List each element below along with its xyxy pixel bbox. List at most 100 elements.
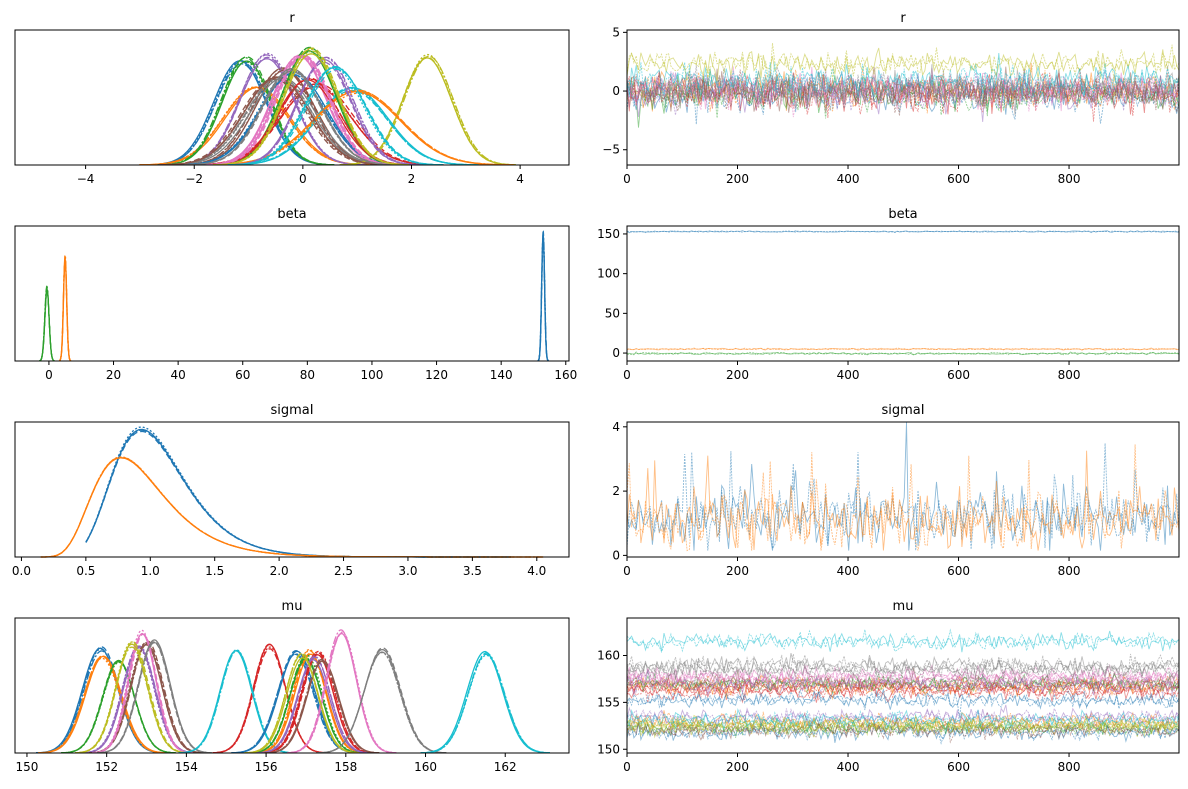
mu-kde-series-mu[4] [81, 646, 196, 754]
sigmaI-kde-xtick-label: 3.5 [463, 564, 482, 578]
r-trace-series-r[9] [626, 53, 1180, 99]
sigmaI-kde-series-sigmaI[1] [40, 456, 544, 558]
beta-kde-series-beta[1] [58, 258, 72, 362]
mu-trace-series-mu[8] [626, 712, 1180, 736]
panel-title-mu-kde: mu [282, 599, 303, 614]
r-trace-series-r[8] [626, 47, 1180, 82]
r-kde-series-r[1] [139, 86, 374, 166]
panel-r-kde: r −4 −2 0 2 4 [14, 11, 570, 186]
mu-trace-xtick-label: 200 [726, 760, 749, 774]
mu-trace-ytick-label: 160 [597, 649, 620, 663]
panel-title-sigmaI-kde: sigmaI [270, 403, 313, 418]
sigmaI-kde-series-sigmaI[0] [85, 429, 511, 558]
r-kde-xtick-label: −2 [185, 172, 203, 186]
mu-trace-series-mu[16] [626, 666, 1180, 689]
sigmaI-trace-marks [626, 421, 1180, 552]
mu-trace-series-mu[9] [626, 630, 1180, 653]
beta-kde-series-beta[0] [537, 233, 549, 362]
r-kde-ticks: −4 −2 0 2 4 [77, 165, 524, 186]
panel-title-mu-trace: mu [893, 599, 914, 614]
beta-kde-series-beta[1] [58, 256, 72, 362]
mu-kde-xtick-label: 158 [334, 760, 357, 774]
panel-title-beta-kde: beta [277, 207, 306, 222]
beta-kde-series-beta[0] [537, 238, 549, 362]
r-kde-series-r[14] [226, 56, 423, 166]
sigmaI-trace-series-sigmaI[0] [626, 443, 1180, 551]
mu-kde-series-mu[19] [420, 652, 550, 754]
beta-trace-xtick-label: 600 [947, 368, 970, 382]
mu-kde-series-mu[1] [38, 655, 168, 754]
sigmaI-trace-ticks: 0 200 400 600 800 0 2 4 [612, 420, 1080, 578]
beta-kde-xtick-label: 140 [490, 368, 513, 382]
sigmaI-trace-ytick-label: 0 [612, 548, 620, 562]
r-kde-xtick-label: −4 [77, 172, 95, 186]
mu-kde-series-mu[1] [38, 657, 168, 754]
beta-trace-ytick-label: 50 [605, 306, 620, 320]
beta-trace-ytick-label: 100 [597, 267, 620, 281]
beta-kde-xtick-label: 60 [235, 368, 250, 382]
mu-trace-frame [626, 617, 1180, 754]
mu-trace-series-mu[16] [626, 664, 1180, 690]
r-trace-ytick-label: 5 [612, 25, 620, 39]
r-kde-series-r[7] [163, 76, 399, 166]
mu-kde-xtick-label: 152 [95, 760, 118, 774]
mu-trace-series-mu[10] [626, 689, 1180, 719]
beta-trace-ticks: 0 200 400 600 800 0 50 100 150 [597, 227, 1080, 382]
beta-kde-series-beta[0] [537, 230, 549, 362]
mu-kde-xtick-label: 154 [175, 760, 198, 774]
mu-kde-series-mu[16] [287, 629, 397, 754]
sigmaI-kde-series-sigmaI[1] [40, 457, 544, 558]
mu-kde-frame [14, 617, 570, 754]
mu-trace-xtick-label: 800 [1058, 760, 1081, 774]
sigmaI-kde-series-sigmaI[0] [85, 428, 511, 558]
mu-trace-series-mu[17] [626, 656, 1180, 683]
mu-kde-series-mu[17] [317, 647, 447, 754]
beta-kde-frame [14, 225, 570, 362]
mu-trace-series-mu[15] [626, 720, 1180, 744]
beta-kde-xtick-label: 120 [425, 368, 448, 382]
panel-sigmaI-kde: sigmaI 0.0 0.5 1.0 1.5 2.0 2.5 3.0 3.5 4.0 [12, 403, 570, 578]
sigmaI-kde-xtick-label: 4.0 [527, 564, 546, 578]
panel-title-beta-trace: beta [888, 207, 917, 222]
r-kde-series-r[9] [224, 87, 479, 166]
sigmaI-trace-frame [626, 421, 1180, 558]
r-kde-series-r[5] [176, 68, 392, 166]
mu-trace-series-mu[14] [626, 673, 1180, 699]
mu-kde-xtick-label: 162 [494, 760, 517, 774]
mu-kde-xtick-label: 160 [414, 760, 437, 774]
mu-kde-series-mu[14] [256, 656, 372, 754]
r-kde-series-r[8] [339, 53, 516, 166]
beta-trace-series-beta[0] [626, 230, 1180, 234]
mu-kde-series-mu[6] [92, 629, 193, 754]
r-kde-xtick-label: 0 [299, 172, 307, 186]
mu-kde-series-mu[2] [61, 661, 177, 754]
mu-trace-series-mu[9] [626, 628, 1180, 654]
beta-trace-xtick-label: 800 [1058, 368, 1081, 382]
sigmaI-trace-series-sigmaI[1] [626, 450, 1180, 551]
panel-title-r-trace: r [900, 11, 906, 26]
r-trace-xtick-label: 600 [947, 172, 970, 186]
mu-trace-series-mu[18] [626, 716, 1180, 739]
r-kde-series-r[17] [184, 70, 400, 166]
beta-kde-series-beta[2] [39, 287, 55, 362]
beta-kde-series-beta[2] [39, 285, 55, 362]
mu-kde-series-mu[16] [287, 631, 397, 754]
mu-kde-series-mu[13] [260, 651, 376, 754]
mu-trace-series-mu[13] [626, 676, 1180, 698]
r-kde-marks [139, 46, 516, 166]
mu-trace-series-mu[19] [626, 708, 1180, 731]
mu-trace-series-mu[3] [626, 682, 1180, 703]
r-kde-series-r[18] [213, 48, 409, 166]
mu-kde-series-mu[12] [248, 656, 364, 754]
panel-beta-trace: beta 0 200 400 600 800 0 50 100 150 [597, 207, 1180, 382]
mu-trace-ticks: 0 200 400 600 800 150 155 160 [597, 649, 1080, 775]
panel-mu-kde: mu 150 152 154 156 158 160 162 [14, 599, 570, 774]
beta-trace-series-beta[1] [626, 347, 1180, 351]
r-kde-xtick-label: 4 [516, 172, 524, 186]
mu-kde-series-mu[7] [97, 641, 212, 754]
beta-kde-marks [39, 230, 549, 362]
sigmaI-kde-series-sigmaI[1] [40, 456, 544, 558]
r-trace-series-r[9] [626, 62, 1180, 98]
panel-title-sigmaI-trace: sigmaI [881, 403, 924, 418]
